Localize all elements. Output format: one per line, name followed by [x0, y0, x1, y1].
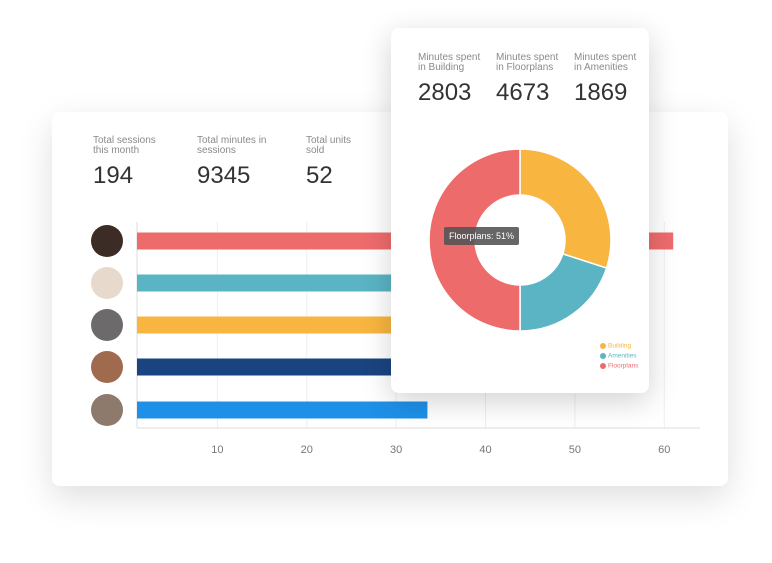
x-tick-label: 30: [390, 444, 402, 456]
stat-label: Minutes spent in Floorplans: [496, 52, 559, 73]
avatars: [91, 225, 123, 426]
x-tick-label: 60: [658, 444, 670, 456]
avatar: [91, 351, 123, 383]
stat-value: 1869: [574, 79, 628, 106]
stat-label: Minutes spent in Building: [418, 52, 481, 73]
stat: Minutes spent in Building 2803: [418, 53, 488, 107]
stat: Total minutes in sessions 9345: [197, 136, 275, 190]
donut-segment: [519, 252, 608, 332]
stat-value: 4673: [496, 79, 550, 106]
stat-value: 9345: [197, 162, 251, 189]
x-tick-label: 20: [301, 444, 313, 456]
stat: Minutes spent in Amenities 1869: [574, 53, 644, 107]
minutes-card: Minutes spent in Building 2803 Minutes s…: [391, 28, 649, 393]
bar: [137, 401, 428, 419]
x-tick-label: 10: [211, 444, 223, 456]
stat: Total sessions this month 194: [93, 136, 171, 190]
stat: Total units sold 52: [306, 136, 362, 190]
donut-chart: Floorplans: 51% Building Amenities Floorpla…: [428, 148, 639, 370]
avatar: [91, 394, 123, 426]
stat-label: Total units sold: [306, 135, 352, 156]
avatar: [91, 309, 123, 341]
stat-value: 194: [93, 162, 134, 189]
tooltip-box: [444, 227, 519, 245]
legend-marker: [600, 363, 606, 369]
legend-marker: [600, 343, 606, 349]
x-tick-label: 40: [479, 444, 491, 456]
stat-label: Total minutes in sessions: [197, 135, 267, 156]
stat-value: 52: [306, 162, 333, 189]
stat-value: 2803: [418, 79, 472, 106]
stat-label: Total sessions this month: [93, 135, 156, 156]
legend-label: Building: [608, 343, 632, 350]
legend-label: Amenities: [608, 353, 637, 360]
x-tick-label: 50: [569, 444, 581, 456]
avatar: [91, 267, 123, 299]
stat-label: Minutes spent in Amenities: [574, 52, 637, 73]
stat: Minutes spent in Floorplans 4673: [496, 53, 566, 107]
donut-segment: [519, 148, 612, 270]
avatar: [91, 225, 123, 257]
tooltip: Floorplans: 51%: [449, 231, 514, 241]
legend-marker: [600, 353, 606, 359]
legend-label: Floorplans: [608, 363, 639, 370]
